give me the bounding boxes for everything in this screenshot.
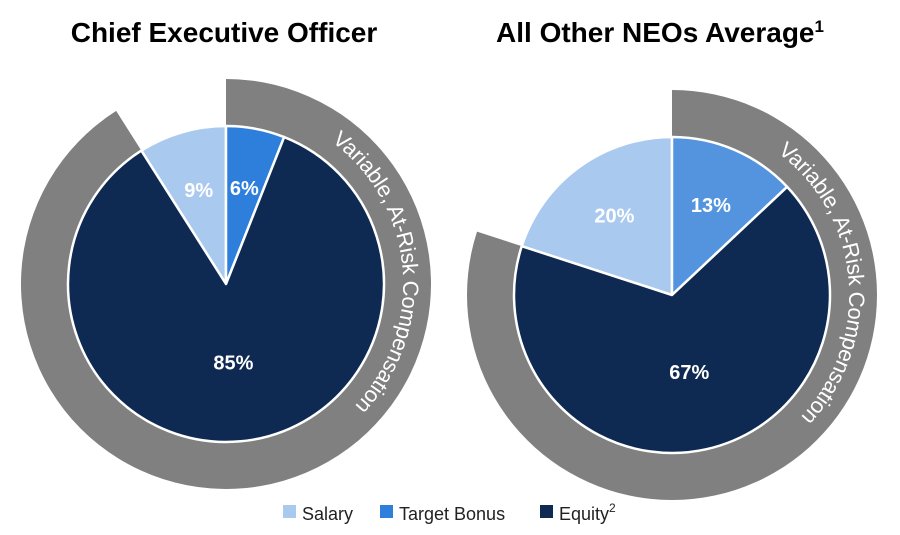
ceo-slice-equity	[66, 135, 386, 444]
chart-title-neo: All Other NEOs Average1	[496, 17, 824, 48]
ceo-label-equity: 85%	[213, 353, 253, 375]
legend-label-equity: Equity2	[559, 501, 616, 524]
legend: Salary Target Bonus Equity2	[283, 501, 616, 524]
chart-title-ceo: Chief Executive Officer	[71, 17, 378, 48]
legend-swatch-target-bonus	[380, 505, 393, 518]
legend-label-salary: Salary	[302, 504, 353, 524]
ceo-pie-chart: 9% 6%85%Variable, At-Risk Compensation	[20, 79, 432, 489]
neo-slice-equity	[512, 185, 832, 455]
legend-label-target-bonus: Target Bonus	[399, 504, 505, 524]
ceo-slice-salary	[140, 124, 228, 286]
chart-title-neo-footnote: 1	[815, 17, 824, 36]
ceo-label-salary: 9%	[184, 180, 213, 202]
neo-label-equity: 67%	[669, 362, 709, 384]
legend-swatch-salary	[283, 505, 296, 518]
neo-slice-salary	[520, 135, 674, 297]
legend-swatch-equity	[540, 505, 553, 518]
neo-pie-chart: 20% 13%67%Variable, At-Risk Compensation	[467, 90, 877, 501]
neo-slice-target-bonus	[670, 135, 789, 297]
legend-equity-footnote: 2	[609, 501, 616, 515]
ceo-label-target-bonus: 6%	[230, 178, 259, 200]
neo-label-target-bonus: 13%	[691, 195, 731, 217]
neo-label-salary: 20%	[594, 206, 634, 228]
